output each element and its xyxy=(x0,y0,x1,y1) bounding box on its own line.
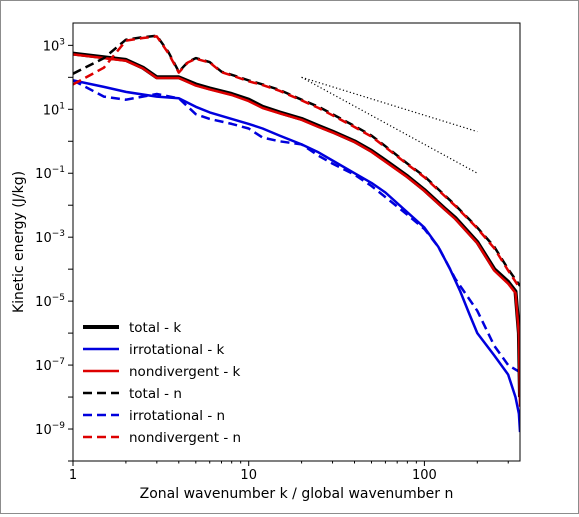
reference-slope-line-2 xyxy=(301,76,478,174)
y-tick-label: 10−3 xyxy=(35,229,65,246)
series-line-irrotational-k xyxy=(73,79,520,433)
x-axis-label: Zonal wavenumber k / global wavenumber n xyxy=(140,486,454,502)
x-tick-label: 10 xyxy=(240,468,257,483)
series-line-nondivergent-k xyxy=(73,53,520,407)
y-tick-label: 10−5 xyxy=(35,293,65,310)
legend: total - k irrotational - k nondivergent - … xyxy=(83,320,241,446)
legend-label-nondivergent-k: nondivergent - k xyxy=(129,364,240,380)
series-line-total-n xyxy=(73,34,520,287)
y-tick-label: 10−9 xyxy=(35,421,65,438)
legend-label-irrotational-n: irrotational - n xyxy=(129,408,225,424)
y-axis-label: Kinetic energy (J/kg) xyxy=(11,171,27,313)
x-tick-label: 1 xyxy=(69,468,77,483)
series-line-nondivergent-n xyxy=(73,35,520,290)
reference-slope-line-1 xyxy=(301,76,478,133)
legend-label-nondivergent-n: nondivergent - n xyxy=(129,430,241,446)
y-tick-label: 10−1 xyxy=(35,165,65,182)
y-tick-label: 103 xyxy=(43,37,65,54)
legend-label-total-n: total - n xyxy=(129,386,182,402)
legend-label-irrotational-k: irrotational - k xyxy=(129,342,224,358)
legend-label-total-k: total - k xyxy=(129,320,181,336)
x-tick-label: 100 xyxy=(412,468,437,483)
plot-axes-frame xyxy=(72,22,521,462)
series-line-irrotational-n xyxy=(73,79,520,374)
y-tick-label: 101 xyxy=(43,101,65,118)
y-tick-label: 10−7 xyxy=(35,357,65,374)
